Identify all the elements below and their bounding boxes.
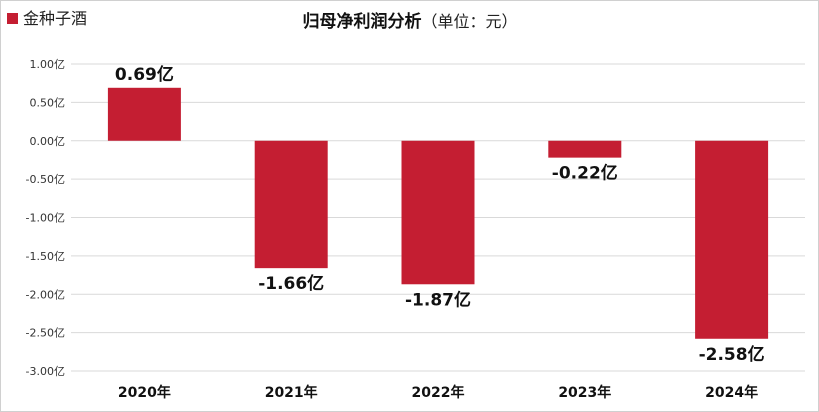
bars [107,87,769,339]
data-labels: 0.69亿 -1.66亿 -1.87亿 -0.22亿 -2.58亿 [115,64,765,365]
y-tick-label: -1.50亿 [26,250,65,263]
x-axis: 2020年 2021年 2022年 2023年 2024年 [118,384,758,401]
legend: 金种子酒 [7,9,87,28]
data-label: 0.69亿 [115,64,174,85]
chart-title: 归母净利润分析（单位：元） [302,11,517,32]
y-tick-label: -2.00亿 [26,288,65,301]
y-tick-label: 1.00亿 [30,58,66,71]
bar [695,140,769,339]
bar [107,87,181,141]
data-label: -2.58亿 [699,344,765,365]
x-tick-label: 2022年 [412,384,465,401]
x-tick-label: 2020年 [118,384,171,401]
legend-swatch [7,13,18,24]
y-tick-label: -0.50亿 [26,173,65,186]
x-tick-label: 2021年 [265,384,318,401]
y-tick-label: 0.50亿 [30,96,66,109]
data-label: -0.22亿 [552,163,618,184]
bar [548,140,622,158]
data-label: -1.87亿 [405,289,471,310]
chart-title-unit: （单位：元） [421,12,517,31]
y-tick-label: -3.00亿 [26,365,65,378]
y-tick-label: -2.50亿 [26,327,65,340]
y-axis: 1.00亿 0.50亿 0.00亿 -0.50亿 -1.00亿 -1.50亿 -2.00亿 -… [26,58,65,378]
bar [401,140,475,285]
y-tick-label: 0.00亿 [30,135,66,148]
x-tick-label: 2024年 [705,384,758,401]
chart-title-main: 归母净利润分析 [302,11,421,32]
legend-label: 金种子酒 [23,9,87,28]
x-tick-label: 2023年 [558,384,611,401]
y-tick-label: -1.00亿 [26,212,65,225]
bar [254,140,328,269]
data-label: -1.66亿 [258,273,324,294]
